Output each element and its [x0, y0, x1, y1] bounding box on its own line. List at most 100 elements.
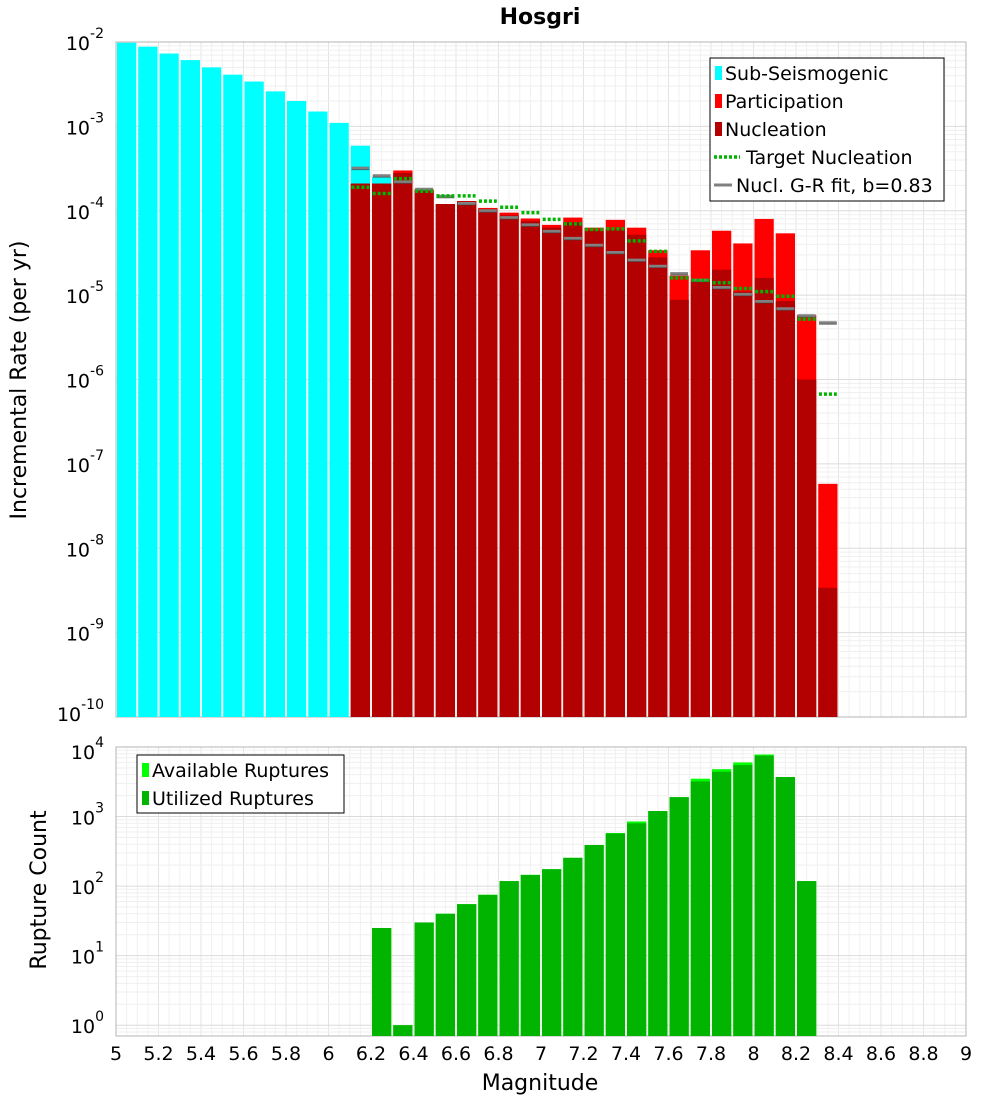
- top-legend: Sub-Seismogenic Participation Nucleation Ta…: [709, 57, 945, 202]
- nucleation-bar: [393, 173, 413, 717]
- nucleation-bar: [754, 277, 774, 717]
- x-tick-label: 5: [110, 1043, 122, 1065]
- legend-swatch: [715, 94, 722, 108]
- x-tick-label: 6.8: [483, 1043, 513, 1065]
- nucleation-bar: [733, 291, 753, 717]
- top-y-tick-label-exponent: -8: [90, 532, 104, 548]
- utilized-ruptures-bar: [627, 823, 647, 1036]
- top-y-tick-label: 10-5: [66, 279, 104, 308]
- bottom-y-tick-label: 100: [71, 1009, 104, 1038]
- nucleation-bar: [818, 587, 838, 717]
- top-y-tick-label: 10-7: [66, 448, 104, 477]
- utilized-ruptures-bar: [754, 755, 774, 1036]
- bottom-y-tick-label: 103: [71, 801, 104, 830]
- bottom-y-tick-label: 101: [71, 940, 104, 969]
- utilized-ruptures-bar: [393, 1025, 413, 1036]
- bottom-y-tick-label-exponent: 3: [95, 801, 104, 817]
- legends: Sub-Seismogenic Participation Nucleation Ta…: [136, 57, 945, 814]
- nucleation-bar: [648, 257, 668, 717]
- top-legend-box: [709, 57, 945, 202]
- nucleation-bar: [563, 222, 583, 717]
- sub-seismogenic-bar: [223, 74, 243, 717]
- nucleation-bar: [435, 204, 455, 717]
- top-y-tick-label-exponent: -4: [90, 195, 104, 211]
- nucleation-bar: [584, 230, 604, 718]
- top-y-tick-label-base: 10: [66, 624, 90, 646]
- top-y-tick-label-exponent: -3: [90, 110, 104, 126]
- top-y-tick-label-exponent: -6: [90, 364, 104, 380]
- utilized-ruptures-bar: [478, 894, 498, 1036]
- bottom-y-axis-title: Rupture Count: [27, 810, 52, 970]
- sub-seismogenic-bar: [117, 42, 137, 718]
- utilized-ruptures-bar: [605, 833, 625, 1036]
- utilized-ruptures-bar: [520, 874, 540, 1036]
- top-y-tick-label-exponent: -10: [81, 697, 104, 713]
- x-tick-label: 8.8: [908, 1043, 938, 1065]
- utilized-ruptures-bar: [372, 927, 392, 1036]
- top-y-tick-label: 10-8: [66, 532, 104, 561]
- x-tick-label: 7.2: [568, 1043, 598, 1065]
- top-y-tick-label-base: 10: [66, 455, 90, 477]
- nucleation-bar: [712, 269, 732, 717]
- sub-seismogenic-bar: [308, 111, 328, 717]
- x-tick-label: 5.6: [228, 1043, 258, 1065]
- x-tick-label: 8.4: [823, 1043, 853, 1065]
- top-y-tick-label-base: 10: [66, 33, 90, 55]
- nucleation-bar: [797, 379, 817, 717]
- x-tick-label: 6: [322, 1043, 334, 1065]
- x-tick-label: 6.2: [356, 1043, 386, 1065]
- top-y-tick-label: 10-9: [66, 617, 104, 646]
- bottom-y-tick-label: 102: [71, 870, 104, 899]
- legend-label: Nucleation: [725, 119, 827, 141]
- top-y-tick-label-base: 10: [66, 202, 90, 224]
- x-tick-label: 6.4: [398, 1043, 428, 1065]
- top-y-tick-label: 10-4: [66, 195, 104, 224]
- sub-seismogenic-bar: [180, 60, 200, 718]
- sub-seismogenic-bar: [244, 81, 264, 717]
- nucleation-bar: [542, 227, 562, 717]
- utilized-ruptures-bar: [733, 765, 753, 1036]
- top-y-axis-title: Incremental Rate (per yr): [7, 241, 32, 520]
- plot-frame: [115, 746, 967, 1037]
- nucleation-bar: [372, 183, 392, 717]
- utilized-ruptures-bar: [690, 781, 710, 1036]
- nucleation-bar: [499, 215, 519, 718]
- utilized-ruptures-bar: [563, 857, 583, 1036]
- nucleation-bar: [775, 301, 795, 717]
- nucleation-bar: [414, 191, 434, 717]
- utilized-ruptures-bar: [457, 904, 477, 1036]
- x-axis-title: Magnitude: [482, 1071, 599, 1096]
- utilized-ruptures-bar: [414, 922, 434, 1036]
- bottom-y-tick-label-exponent: 1: [95, 940, 104, 956]
- legend-swatch: [715, 66, 722, 80]
- top-y-tick-label: 10-10: [57, 697, 104, 726]
- nucleation-bar: [478, 208, 498, 717]
- utilized-ruptures-bar: [584, 845, 604, 1036]
- x-tick-label: 7.4: [611, 1043, 641, 1065]
- utilized-ruptures-bar: [648, 811, 668, 1036]
- x-tick-label: 5.4: [186, 1043, 216, 1065]
- utilized-ruptures-bar: [499, 881, 519, 1036]
- utilized-ruptures-bar: [542, 869, 562, 1036]
- axis-tick-labels: 10-210-310-410-510-610-710-810-910-10104…: [57, 26, 972, 1065]
- nucleation-bar: [520, 221, 540, 718]
- chart-title: Hosgri: [500, 5, 581, 30]
- x-tick-label: 6.6: [441, 1043, 471, 1065]
- top-y-tick-label: 10-6: [66, 364, 104, 393]
- legend-label: Nucl. G-R fit, b=0.83: [736, 175, 933, 197]
- utilized-ruptures-bar: [712, 771, 732, 1036]
- top-y-tick-label-base: 10: [66, 371, 90, 393]
- bottom-y-tick-label-base: 10: [71, 1016, 95, 1038]
- bottom-legend: Available Ruptures Utilized Ruptures: [136, 754, 345, 814]
- utilized-ruptures-bar: [435, 913, 455, 1036]
- nucleation-bar: [690, 280, 710, 717]
- legend-label: Participation: [725, 91, 844, 113]
- x-tick-label: 7.8: [696, 1043, 726, 1065]
- sub-seismogenic-bar: [159, 53, 179, 718]
- x-tick-label: 5.8: [271, 1043, 301, 1065]
- utilized-ruptures-bar: [669, 797, 689, 1036]
- legend-label: Utilized Ruptures: [152, 788, 314, 810]
- legend-label: Target Nucleation: [745, 147, 913, 169]
- legend-label: Available Ruptures: [152, 760, 329, 782]
